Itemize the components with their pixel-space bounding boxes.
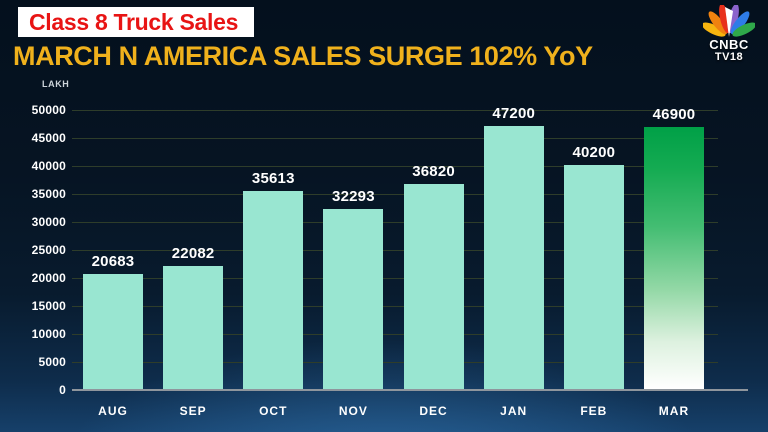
x-axis-label: JAN — [500, 404, 528, 418]
logo-text-tv18: TV18 — [714, 51, 744, 63]
gridline — [72, 333, 718, 335]
peacock-icon — [703, 5, 755, 37]
y-axis-tick-label: 0 — [59, 383, 66, 397]
gridline — [72, 305, 718, 307]
y-axis-tick-label: 5000 — [38, 355, 66, 369]
y-axis-tick-label: 50000 — [31, 103, 66, 117]
bar-value-label: 32293 — [332, 188, 375, 206]
gridline — [72, 165, 718, 167]
y-axis-tick-label: 35000 — [31, 187, 66, 201]
y-axis-unit-label: LAKH — [42, 79, 70, 89]
bar-value-label: 40200 — [572, 143, 616, 161]
bar-value-label: 46900 — [652, 106, 696, 124]
bar-value-label: 35613 — [251, 169, 295, 187]
y-axis-tick-label: 25000 — [31, 243, 66, 257]
x-axis-line — [72, 389, 748, 391]
x-axis-label: NOV — [338, 404, 368, 418]
bar-value-label: 20683 — [91, 253, 135, 271]
y-axis-tick-label: 30000 — [31, 215, 66, 229]
y-axis-tick-label: 45000 — [31, 131, 66, 145]
gridline — [72, 361, 718, 363]
bar-value-label: 47200 — [492, 104, 536, 122]
x-axis-label: DEC — [419, 404, 448, 418]
bar-nov — [323, 209, 384, 389]
bar-feb — [563, 164, 624, 389]
bar-sep — [163, 266, 224, 389]
bar-value-label: 36820 — [412, 162, 455, 180]
x-axis-label: OCT — [259, 404, 288, 418]
gridline — [72, 249, 718, 251]
bar-jan — [483, 125, 544, 389]
logo-text-cnbc: CNBC — [709, 37, 749, 52]
y-axis-tick-label: 20000 — [31, 271, 66, 285]
gridline — [72, 277, 718, 279]
bar-aug — [83, 274, 143, 389]
x-axis-label: AUG — [98, 404, 128, 418]
y-axis-tick-label: 10000 — [31, 327, 66, 341]
gridline — [72, 137, 718, 139]
bar-mar — [643, 127, 704, 389]
bar-dec — [403, 183, 464, 389]
gridline — [72, 221, 718, 223]
chart-title: Class 8 Truck Sales — [29, 8, 239, 35]
bar-oct — [243, 190, 304, 389]
gridline — [72, 193, 718, 195]
x-axis-label: MAR — [658, 404, 690, 418]
gridline — [72, 109, 718, 111]
chart-subtitle: MARCH N AMERICA SALES SURGE 102% YoY — [13, 41, 593, 71]
channel-logo: CNBC TV18 — [698, 5, 760, 63]
y-axis-tick-label: 40000 — [31, 159, 66, 173]
title-badge: Class 8 Truck Sales — [18, 7, 255, 37]
x-axis-label: SEP — [179, 404, 207, 418]
y-axis-tick-label: 15000 — [31, 299, 66, 313]
bar-value-label: 22082 — [171, 245, 215, 263]
x-axis-label: FEB — [580, 404, 608, 418]
